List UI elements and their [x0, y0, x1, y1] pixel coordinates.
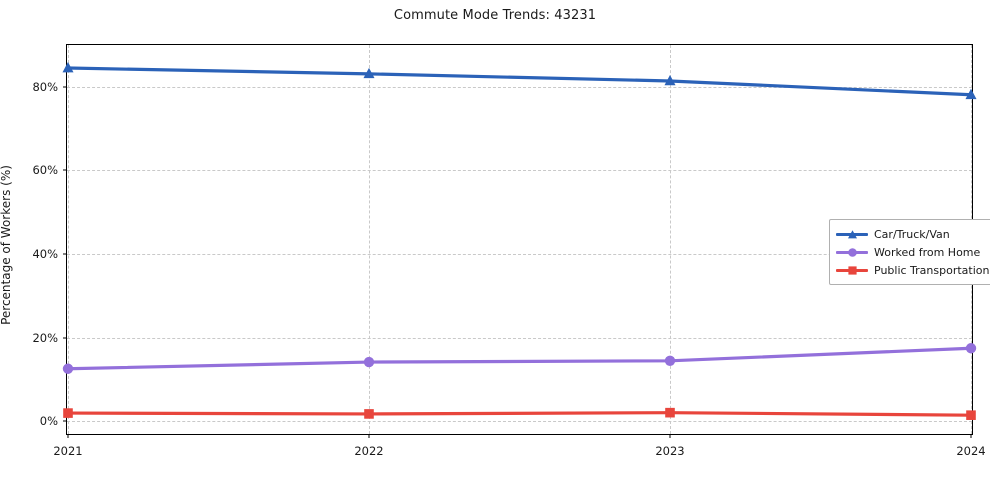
data-point-marker: [62, 363, 74, 374]
y-tick-label: 20%: [32, 330, 58, 345]
gridline-vertical: [369, 45, 370, 434]
data-point-marker: [965, 343, 977, 354]
legend-item-car-truck-van[interactable]: Car/Truck/Van: [836, 225, 989, 243]
x-tick-label: 2022: [354, 444, 384, 458]
series-car-truck-van: [62, 62, 977, 100]
data-point-marker: [63, 408, 73, 418]
series-worked-from-home: [62, 343, 977, 374]
x-tick-mark: [67, 434, 69, 438]
x-tick-mark: [368, 434, 370, 438]
chart-title: Commute Mode Trends: 43231: [393, 8, 597, 23]
legend-label: Worked from Home: [874, 245, 981, 259]
y-tick-mark: [63, 86, 67, 88]
data-point-marker: [965, 88, 977, 100]
y-tick-mark: [63, 420, 67, 422]
y-tick-mark: [63, 253, 67, 255]
x-tick-label: 2021: [53, 444, 83, 458]
data-point-marker: [664, 355, 676, 367]
series-line: [66, 66, 973, 97]
y-tick-label: 40%: [32, 247, 58, 262]
x-tick-mark: [669, 434, 671, 438]
gridline-horizontal: [67, 421, 972, 423]
series-public-transportation: [63, 407, 976, 420]
legend-swatch-square-icon: [836, 263, 868, 277]
legend-label: Public Transportation: [874, 263, 990, 277]
chart-legend[interactable]: Car/Truck/Van Worked from Home Public Tr…: [829, 219, 990, 285]
data-point-marker: [664, 74, 676, 86]
gridline-horizontal: [67, 254, 972, 256]
data-point-marker: [364, 409, 374, 419]
series-lines: [62, 62, 977, 420]
gridline-horizontal: [67, 86, 972, 88]
data-point-marker: [665, 407, 675, 418]
gridline-vertical: [68, 45, 69, 434]
y-axis-label: Percentage of Workers (%): [0, 165, 13, 325]
series-line: [66, 411, 973, 417]
gridline-horizontal: [67, 170, 972, 172]
data-point-marker: [363, 67, 375, 79]
gridline-vertical: [670, 45, 671, 434]
x-tick-label: 2024: [956, 444, 986, 458]
y-tick-label: 60%: [32, 163, 58, 178]
y-tick-mark: [63, 169, 67, 171]
y-tick-label: 80%: [32, 79, 58, 94]
legend-item-public-transportation[interactable]: Public Transportation: [836, 261, 989, 279]
legend-swatch-circle-icon: [836, 245, 868, 259]
y-tick-label: 0%: [39, 414, 58, 429]
series-line: [66, 346, 973, 371]
data-point-marker: [62, 62, 74, 73]
data-point-marker: [966, 410, 976, 420]
legend-swatch-triangle-icon: [836, 227, 868, 241]
legend-item-worked-from-home[interactable]: Worked from Home: [836, 243, 989, 261]
data-point-marker: [363, 356, 375, 368]
y-tick-mark: [63, 337, 67, 339]
gridline-horizontal: [67, 337, 972, 339]
x-tick-label: 2023: [655, 444, 685, 458]
x-tick-mark: [970, 434, 972, 438]
legend-label: Car/Truck/Van: [874, 227, 950, 241]
plot-area: 0% 20% 40% 60% 80% 2021 2022 2023 2024: [32, 44, 986, 458]
